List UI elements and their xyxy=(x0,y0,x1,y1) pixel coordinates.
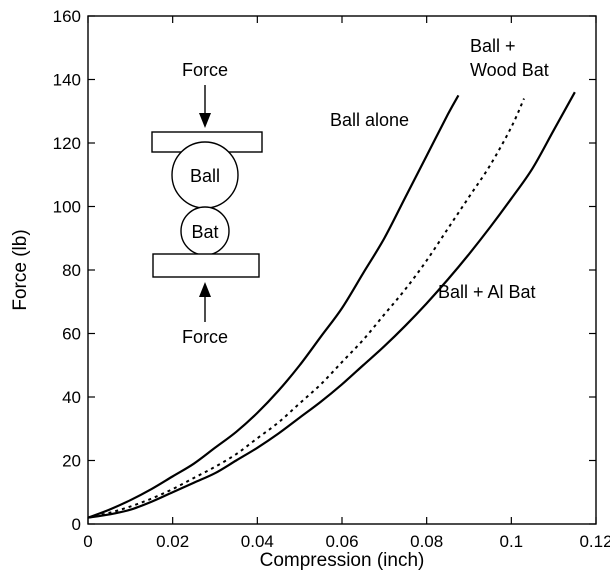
y-tick-label: 120 xyxy=(53,134,81,153)
y-axis-label: Force (lb) xyxy=(10,229,31,310)
bottom-force-arrow-icon xyxy=(199,282,211,297)
top-force-arrow-icon xyxy=(199,113,211,128)
series-line-0 xyxy=(87,94,460,519)
y-tick-label: 40 xyxy=(62,388,81,407)
y-tick-label: 60 xyxy=(62,325,81,344)
axis-ticks: 0 0.02 0.04 0.06 0.08 0.1 0.12 0 20 40 60 80 100 120 1… xyxy=(53,7,610,551)
series-lines xyxy=(87,91,576,519)
x-tick-label: 0.02 xyxy=(156,532,189,551)
bottom-force-label: Force xyxy=(182,327,228,347)
y-tick-label: 0 xyxy=(72,515,81,534)
annotation-al-bat: Ball + Al Bat xyxy=(438,282,536,302)
y-tick-label: 80 xyxy=(62,261,81,280)
series-line-1 xyxy=(87,98,525,519)
y-tick-label: 20 xyxy=(62,452,81,471)
y-tick-label: 140 xyxy=(53,71,81,90)
top-force-label: Force xyxy=(182,60,228,80)
ball-label: Ball xyxy=(190,166,220,186)
bat-label: Bat xyxy=(191,222,218,242)
annotation-wood-bat-line1: Ball + xyxy=(470,36,516,56)
annotation-ball-alone: Ball alone xyxy=(330,110,409,130)
x-tick-label: 0.06 xyxy=(325,532,358,551)
bottom-plate xyxy=(152,253,260,278)
y-tick-label: 160 xyxy=(53,7,81,26)
x-tick-label: 0.1 xyxy=(500,532,524,551)
x-tick-label: 0.08 xyxy=(410,532,443,551)
x-tick-label: 0.12 xyxy=(579,532,610,551)
y-tick-label: 100 xyxy=(53,198,81,217)
series-line-2 xyxy=(87,91,576,519)
x-axis-label: Compression (inch) xyxy=(260,550,425,571)
annotation-wood-bat-line2: Wood Bat xyxy=(470,60,549,80)
x-tick-label: 0 xyxy=(83,532,92,551)
x-tick-label: 0.04 xyxy=(241,532,274,551)
inset-diagram: Force Ball Bat Force xyxy=(151,60,263,347)
